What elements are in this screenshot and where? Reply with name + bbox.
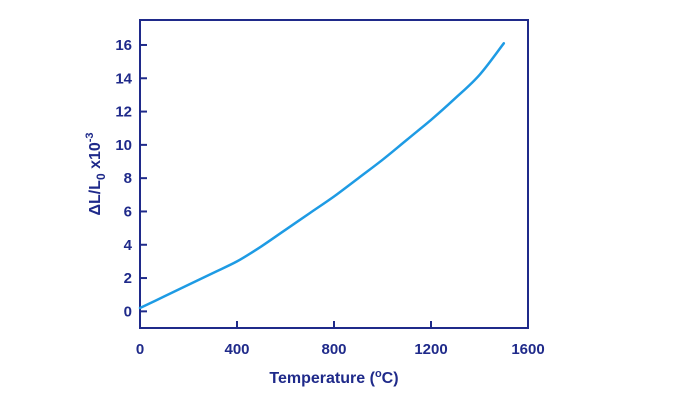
y-tick-label: 14 [115, 70, 132, 87]
x-tick-label: 1200 [414, 341, 447, 358]
x-axis-title: Temperature (oC) [269, 368, 398, 387]
y-tick-label: 10 [115, 137, 132, 154]
x-tick-label: 400 [224, 341, 249, 358]
plot-frame [139, 19, 529, 329]
y-tick-label: 8 [124, 170, 132, 187]
x-axis-ticks: 0 400 800 1200 1600 [136, 321, 545, 358]
series-line [138, 42, 506, 310]
y-tick-label: 16 [115, 37, 132, 54]
x-tick-label: 1600 [511, 341, 544, 358]
y-tick-label: 4 [124, 237, 133, 254]
y-tick-label: 6 [124, 203, 132, 220]
y-axis-ticks: 0 2 4 6 8 10 12 14 16 [115, 37, 147, 320]
y-tick-label: 12 [115, 104, 132, 121]
y-tick-label: 2 [124, 270, 132, 287]
x-tick-label: 0 [136, 341, 144, 358]
y-axis-title: ΔL/L0 x10-3 [84, 132, 108, 215]
y-tick-label: 0 [124, 303, 132, 320]
x-tick-label: 800 [321, 341, 346, 358]
